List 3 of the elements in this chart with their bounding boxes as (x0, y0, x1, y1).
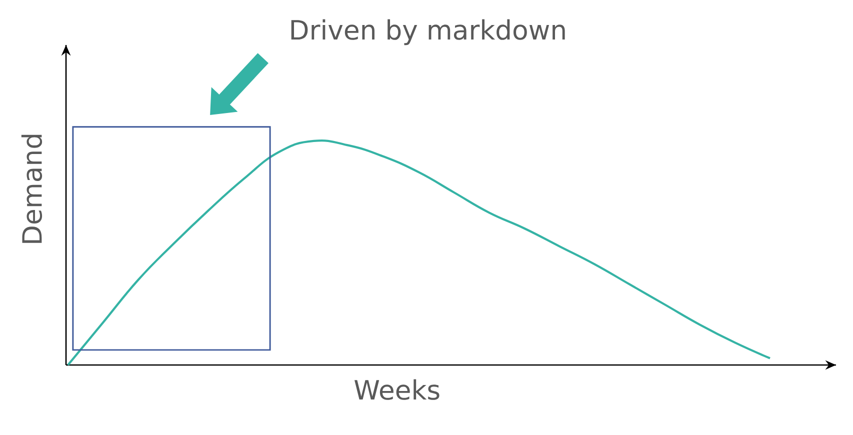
y-axis-title: Demand (21, 134, 42, 243)
x-axis-title: Weeks (354, 379, 440, 400)
text: Driven by markdown (291, 19, 565, 46)
